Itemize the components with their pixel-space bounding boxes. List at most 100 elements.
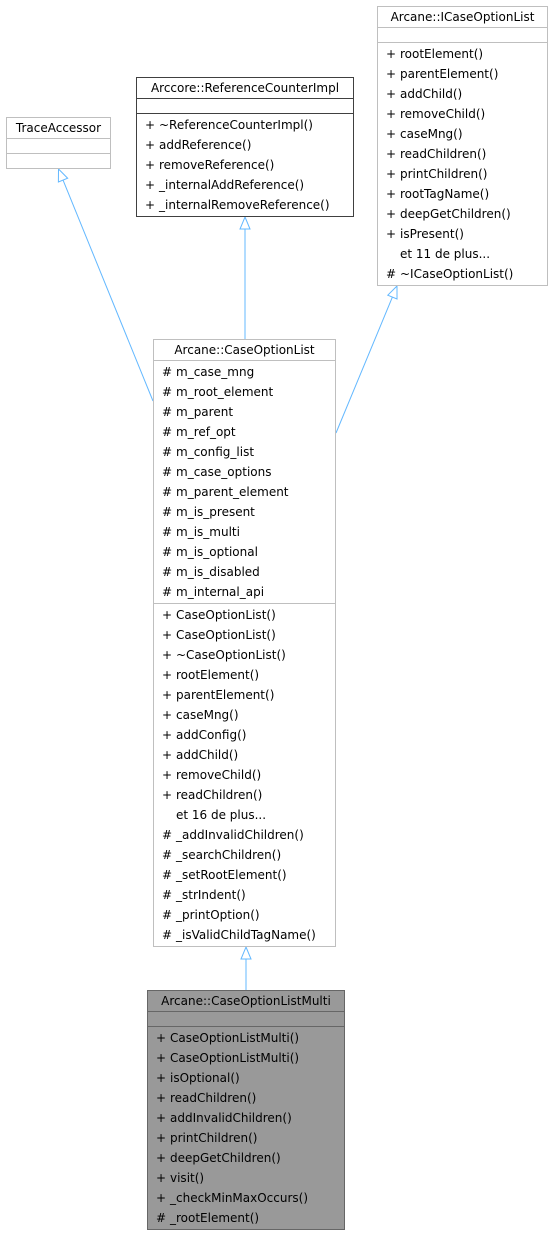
member-name: et 16 de plus...	[176, 808, 267, 822]
class-icase-option-list[interactable]: Arcane::ICaseOptionList + rootElement() + pa…	[377, 6, 548, 286]
class-title: Arcane::CaseOptionListMulti	[148, 991, 344, 1012]
more-members-row[interactable]: et 11 de plus...	[378, 244, 547, 264]
member-row[interactable]: # _searchChildren()	[154, 845, 335, 865]
member-row[interactable]: + removeChild()	[378, 104, 547, 124]
member-name: removeChild()	[400, 107, 486, 121]
member-row[interactable]: + isPresent()	[378, 224, 547, 244]
member-name: isOptional()	[170, 1071, 240, 1085]
visibility-marker: +	[161, 668, 172, 682]
member-name: m_config_list	[176, 445, 255, 459]
member-row[interactable]: # _isValidChildTagName()	[154, 925, 335, 945]
visibility-marker: #	[161, 565, 172, 579]
member-row[interactable]: + ~CaseOptionList()	[154, 645, 335, 665]
edge-case-option-list-to-icase-option-list	[335, 284, 398, 434]
member-row[interactable]: # m_internal_api	[154, 582, 335, 602]
member-row[interactable]: + readChildren()	[148, 1088, 344, 1108]
member-row[interactable]: + addReference()	[137, 135, 353, 155]
member-name: m_internal_api	[176, 585, 265, 599]
member-row[interactable]: # m_is_multi	[154, 522, 335, 542]
member-row[interactable]: + visit()	[148, 1168, 344, 1188]
member-row[interactable]: # _addInvalidChildren()	[154, 825, 335, 845]
member-name: _internalAddReference()	[159, 178, 305, 192]
member-row[interactable]: + CaseOptionList()	[154, 605, 335, 625]
member-row[interactable]: # m_is_optional	[154, 542, 335, 562]
class-case-option-list-multi[interactable]: Arcane::CaseOptionListMulti + CaseOptionLi…	[147, 990, 345, 1230]
methods-section: + CaseOptionListMulti() + CaseOptionListMul…	[148, 1027, 344, 1229]
member-row[interactable]: # _setRootElement()	[154, 865, 335, 885]
member-row[interactable]: + _checkMinMaxOccurs()	[148, 1188, 344, 1208]
member-name: isPresent()	[400, 227, 464, 241]
member-row[interactable]: + addConfig()	[154, 725, 335, 745]
member-row[interactable]: # m_case_options	[154, 462, 335, 482]
member-row[interactable]: + rootTagName()	[378, 184, 547, 204]
member-row[interactable]: + caseMng()	[378, 124, 547, 144]
class-case-option-list[interactable]: Arcane::CaseOptionList # m_case_mng # m_root…	[153, 339, 336, 947]
member-row[interactable]: + rootElement()	[154, 665, 335, 685]
member-row[interactable]: + deepGetChildren()	[378, 204, 547, 224]
member-row[interactable]: + removeReference()	[137, 155, 353, 175]
member-row[interactable]: + readChildren()	[378, 144, 547, 164]
member-name: parentElement()	[176, 688, 275, 702]
member-row[interactable]: + printChildren()	[378, 164, 547, 184]
member-row[interactable]: + addChild()	[378, 84, 547, 104]
visibility-marker: +	[155, 1191, 166, 1205]
member-row[interactable]: # m_config_list	[154, 442, 335, 462]
class-trace-accessor[interactable]: TraceAccessor	[6, 117, 111, 169]
member-row[interactable]: + parentElement()	[378, 64, 547, 84]
member-name: m_is_present	[176, 505, 255, 519]
visibility-marker: #	[161, 505, 172, 519]
visibility-marker: +	[144, 138, 155, 152]
visibility-marker: +	[161, 768, 172, 782]
visibility-marker: #	[161, 545, 172, 559]
member-row[interactable]: + readChildren()	[154, 785, 335, 805]
member-row[interactable]: + rootElement()	[378, 44, 547, 64]
member-name: rootTagName()	[400, 187, 490, 201]
member-row[interactable]: # _rootElement()	[148, 1208, 344, 1228]
member-row[interactable]: # _strIndent()	[154, 885, 335, 905]
member-name: visit()	[170, 1171, 205, 1185]
visibility-marker: #	[161, 848, 172, 862]
more-members-row[interactable]: et 16 de plus...	[154, 805, 335, 825]
member-name: removeChild()	[176, 768, 262, 782]
member-name: _internalRemoveReference()	[159, 198, 330, 212]
member-row[interactable]: # m_ref_opt	[154, 422, 335, 442]
member-row[interactable]: + _internalAddReference()	[137, 175, 353, 195]
visibility-marker: +	[155, 1091, 166, 1105]
visibility-marker: #	[161, 585, 172, 599]
member-name: CaseOptionListMulti()	[170, 1051, 300, 1065]
member-row[interactable]: + CaseOptionListMulti()	[148, 1028, 344, 1048]
member-row[interactable]: + caseMng()	[154, 705, 335, 725]
methods-section: + ~ReferenceCounterImpl() + addReference() +…	[137, 114, 353, 216]
member-row[interactable]: # m_case_mng	[154, 362, 335, 382]
member-row[interactable]: + addChild()	[154, 745, 335, 765]
member-row[interactable]: # m_root_element	[154, 382, 335, 402]
member-row[interactable]: # m_parent	[154, 402, 335, 422]
member-row[interactable]: + addInvalidChildren()	[148, 1108, 344, 1128]
member-row[interactable]: + ~ReferenceCounterImpl()	[137, 115, 353, 135]
member-row[interactable]: + CaseOptionListMulti()	[148, 1048, 344, 1068]
member-row[interactable]: # m_is_disabled	[154, 562, 335, 582]
member-row[interactable]: + removeChild()	[154, 765, 335, 785]
visibility-marker: +	[385, 47, 396, 61]
member-row[interactable]: # m_parent_element	[154, 482, 335, 502]
member-name: readChildren()	[170, 1091, 257, 1105]
member-row[interactable]: # ~ICaseOptionList()	[378, 264, 547, 284]
visibility-marker: +	[385, 227, 396, 241]
member-name: _printOption()	[176, 908, 260, 922]
member-row[interactable]: + printChildren()	[148, 1128, 344, 1148]
member-row[interactable]: + _internalRemoveReference()	[137, 195, 353, 215]
member-name: ~CaseOptionList()	[176, 648, 286, 662]
methods-section	[7, 154, 110, 168]
edge-case-option-list-to-trace-accessor	[57, 167, 154, 402]
visibility-marker: +	[161, 688, 172, 702]
member-row[interactable]: # _printOption()	[154, 905, 335, 925]
visibility-marker: #	[161, 425, 172, 439]
member-row[interactable]: + deepGetChildren()	[148, 1148, 344, 1168]
member-row[interactable]: # m_is_present	[154, 502, 335, 522]
visibility-marker: #	[161, 928, 172, 942]
member-row[interactable]: + CaseOptionList()	[154, 625, 335, 645]
class-reference-counter-impl[interactable]: Arccore::ReferenceCounterImpl + ~Reference…	[136, 77, 354, 217]
member-row[interactable]: + isOptional()	[148, 1068, 344, 1088]
member-row[interactable]: + parentElement()	[154, 685, 335, 705]
visibility-marker: +	[155, 1111, 166, 1125]
